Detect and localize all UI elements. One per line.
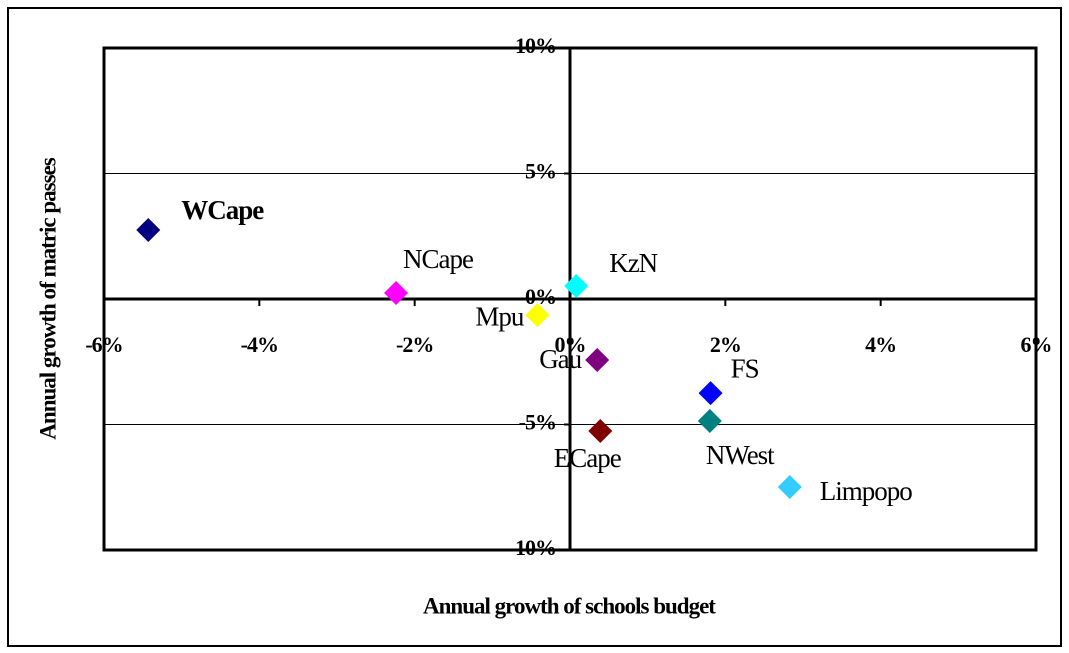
point xyxy=(564,273,589,298)
x-tick-label: 4% xyxy=(865,332,896,357)
x-tick-label: 2% xyxy=(710,332,741,357)
x-tick-label: -2% xyxy=(396,332,433,357)
point-label: Gau xyxy=(539,344,582,374)
point-label: Mpu xyxy=(475,301,525,331)
point xyxy=(777,474,802,499)
point xyxy=(697,408,722,433)
y-tick-label: 0% xyxy=(525,284,556,309)
x-tick-label: -4% xyxy=(241,332,278,357)
point-label: ECape xyxy=(554,443,622,473)
y-axis-title: Annual growth of matric passes xyxy=(35,157,60,439)
point xyxy=(588,419,613,444)
point xyxy=(525,303,550,328)
point xyxy=(384,280,409,305)
point-label: KzN xyxy=(609,248,657,278)
point-label: NCape xyxy=(403,244,474,274)
x-tick-label: 6% xyxy=(1021,332,1052,357)
y-tick-label: 10% xyxy=(515,33,556,58)
x-axis-title: Annual growth of schools budget xyxy=(423,593,716,618)
point-label: WCape xyxy=(181,195,264,225)
y-tick-label: 5% xyxy=(525,159,556,184)
point-label: Limpopo xyxy=(820,476,912,506)
x-tick-label: 0% xyxy=(555,332,586,357)
point xyxy=(698,381,723,406)
y-tick-label: -5% xyxy=(519,410,556,435)
point-label: FS xyxy=(731,353,759,383)
x-tick-label: -6% xyxy=(85,332,122,357)
point-label: NWest xyxy=(706,440,775,470)
y-tick-label: -10% xyxy=(509,535,556,560)
point xyxy=(585,347,610,372)
point xyxy=(136,217,161,242)
